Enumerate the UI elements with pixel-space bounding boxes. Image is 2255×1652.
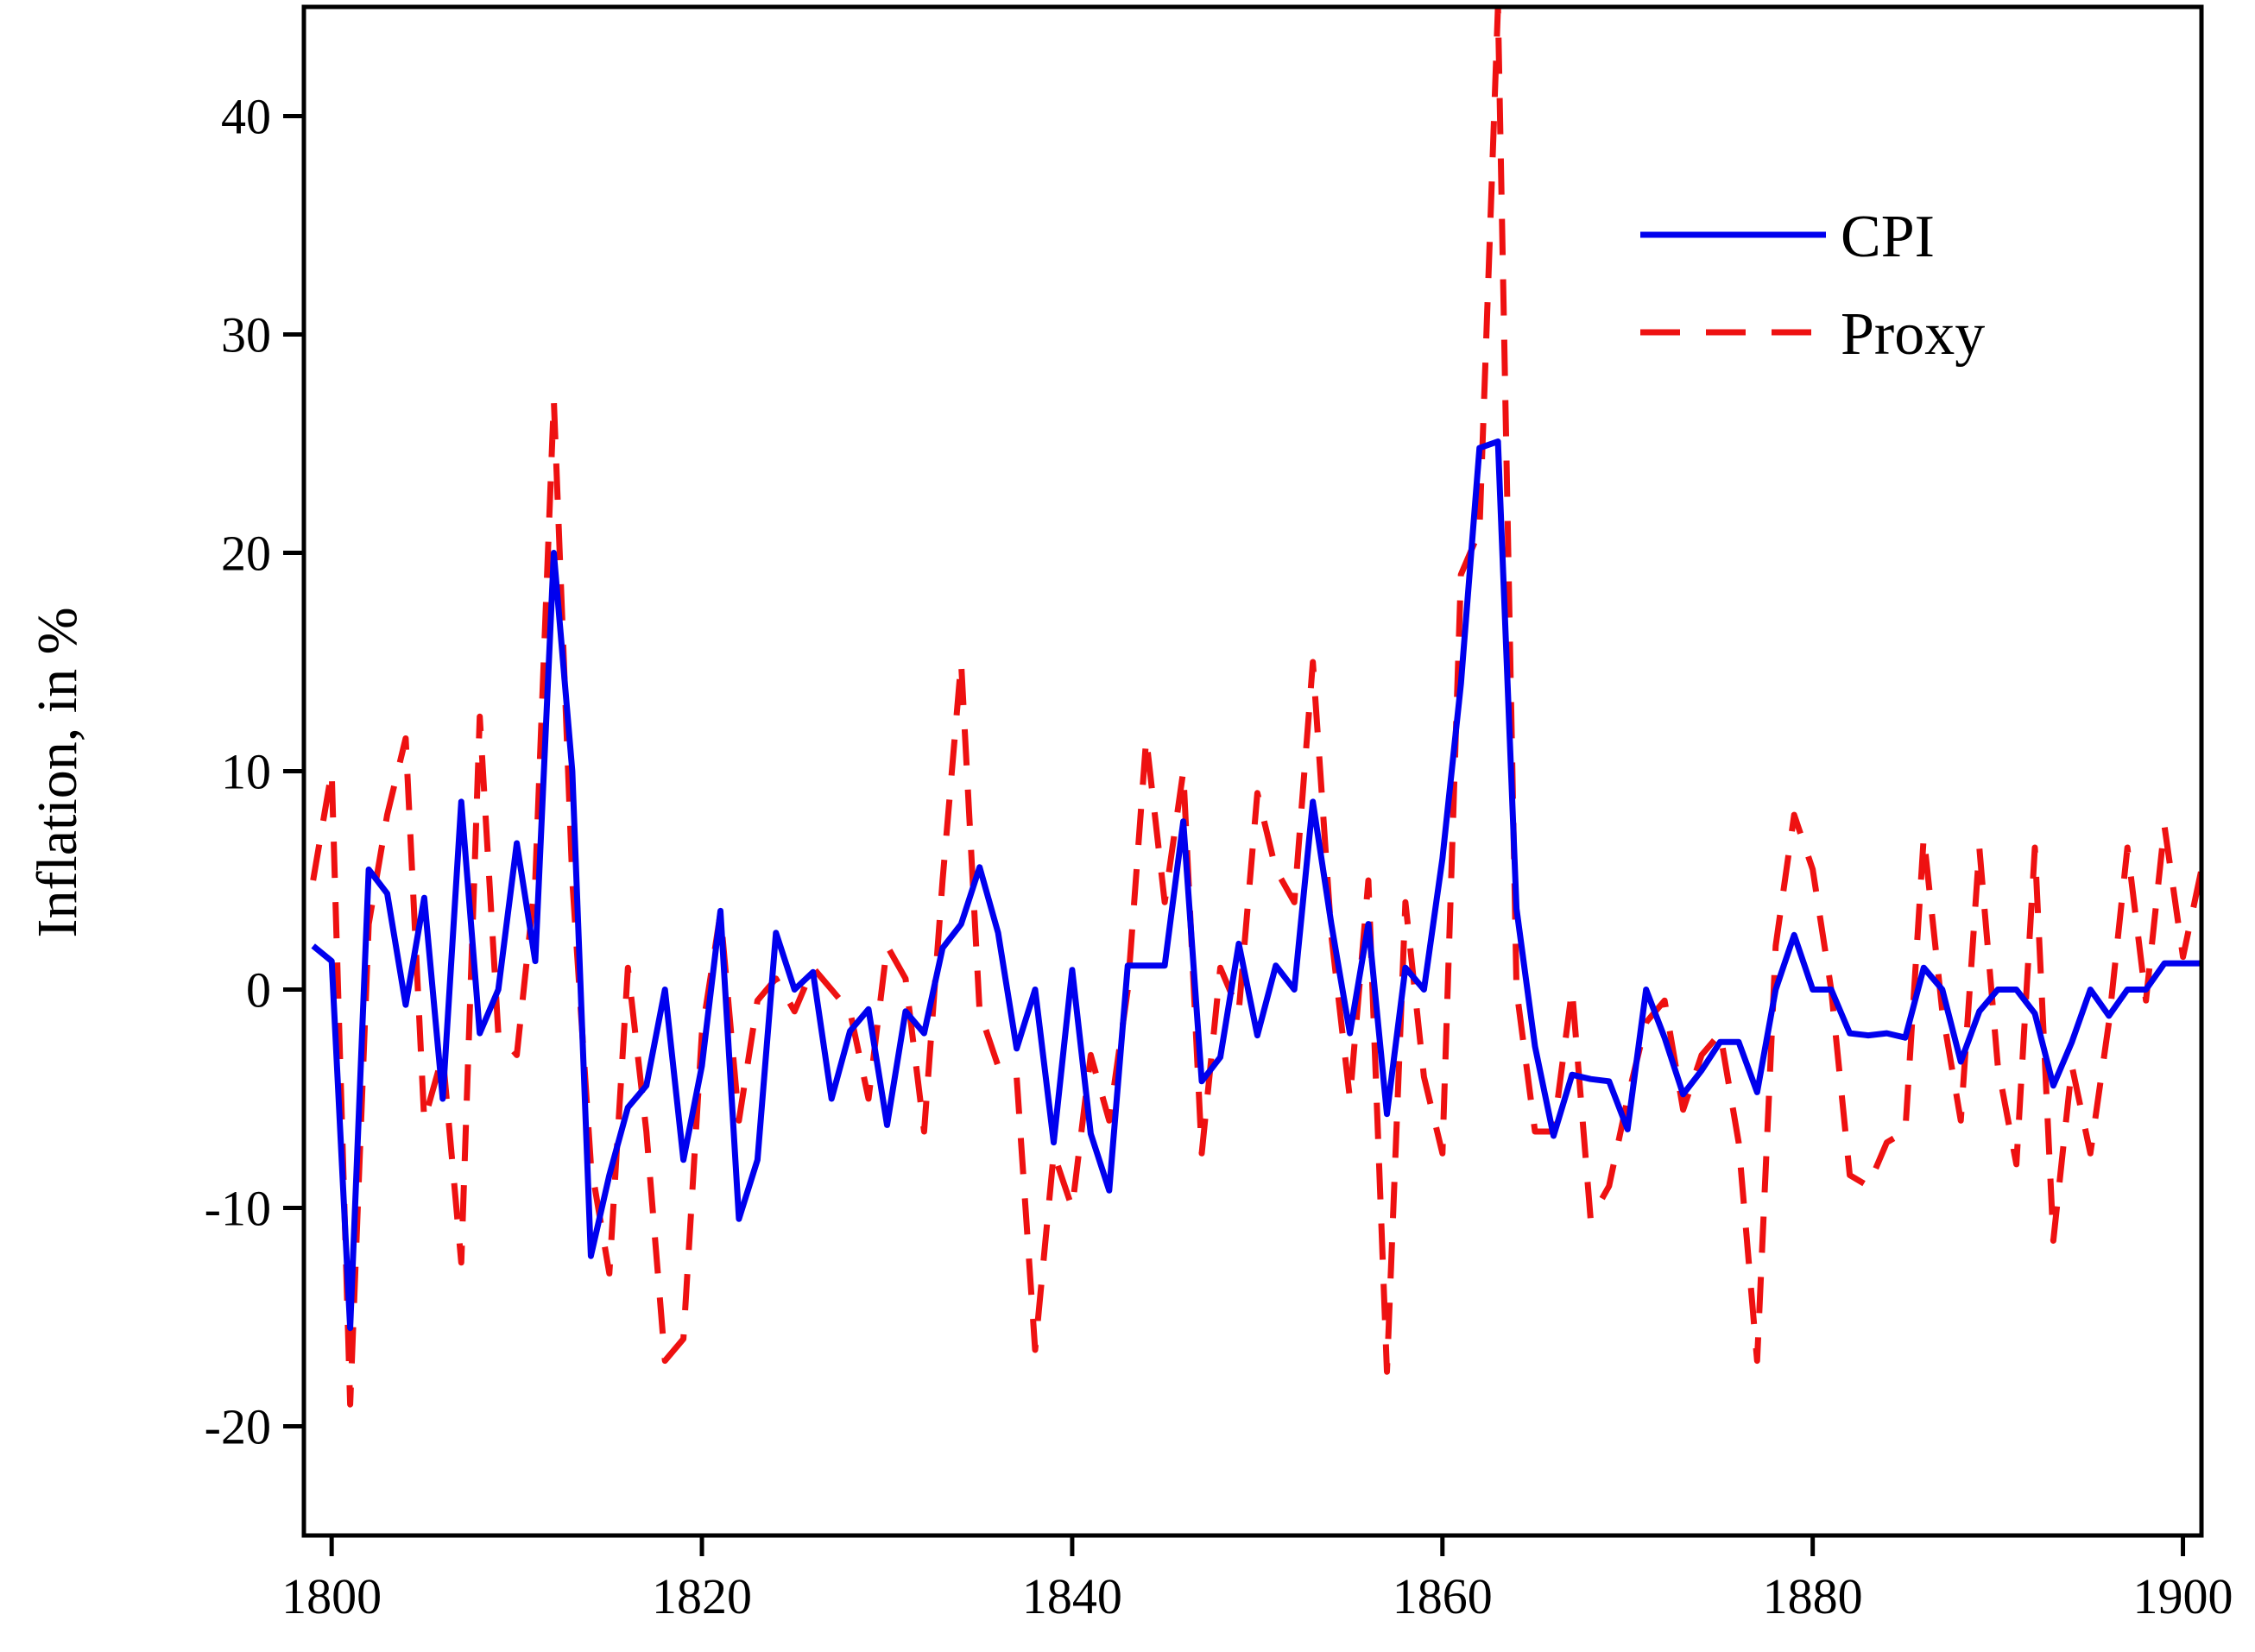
series-layer [310, 7, 2201, 1408]
legend-label-cpi: CPI [1841, 204, 1935, 270]
y-tick-label-30: 30 [221, 307, 271, 363]
legend-label-proxy: Proxy [1841, 301, 1985, 368]
x-tick-label-1800: 1800 [281, 1568, 382, 1624]
series-line-cpi [311, 438, 2201, 1332]
legend: CPI Proxy [1640, 204, 1985, 368]
x-tick-label-1820: 1820 [652, 1568, 752, 1624]
y-tick-label-0: 0 [246, 962, 271, 1018]
x-tick-label-1860: 1860 [1393, 1568, 1493, 1624]
y-tick-label-10: 10 [221, 744, 271, 800]
y-axis: -20 -10 0 10 20 30 40 [205, 89, 304, 1455]
x-tick-label-1900: 1900 [2133, 1568, 2233, 1624]
x-tick-label-1880: 1880 [1763, 1568, 1863, 1624]
series-line-proxy [310, 7, 2201, 1408]
y-tick-label--20: -20 [205, 1399, 271, 1455]
y-tick-label-40: 40 [221, 89, 271, 145]
y-tick-label--10: -10 [205, 1181, 271, 1237]
x-axis: 1800 1820 1840 1860 1880 1900 [281, 1535, 2233, 1624]
y-axis-title: Inflation, in % [26, 607, 89, 937]
y-tick-label-20: 20 [221, 526, 271, 582]
x-tick-label-1840: 1840 [1022, 1568, 1122, 1624]
